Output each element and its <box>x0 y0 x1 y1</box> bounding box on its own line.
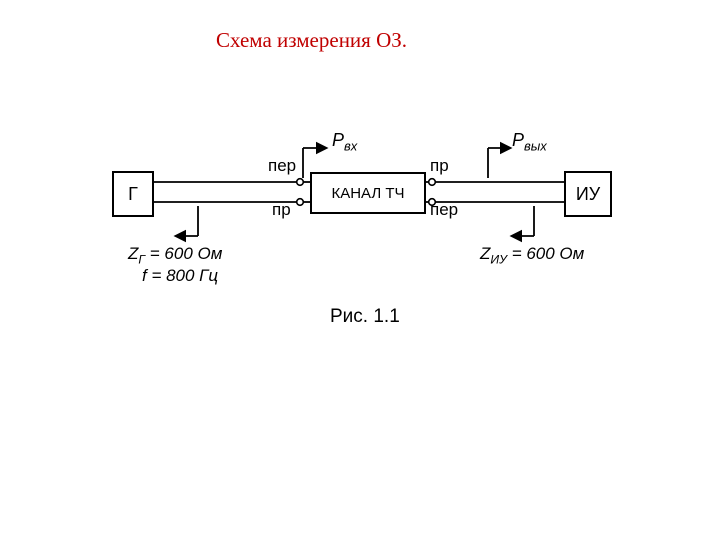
figure-caption: Рис. 1.1 <box>330 306 400 328</box>
channel-block: КАНАЛ ТЧ <box>310 172 426 214</box>
port-label-pr-left: пр <box>272 200 291 220</box>
diagram-title: Схема измерения ОЗ. <box>216 28 407 53</box>
p-in-label: Pвх <box>332 130 357 154</box>
p-out-label: Pвых <box>512 130 547 154</box>
generator-label: Г <box>128 184 138 205</box>
port-label-pr-right: пр <box>430 156 449 176</box>
z-generator-label: ZГ = 600 Ом <box>128 244 222 266</box>
channel-label: КАНАЛ ТЧ <box>331 185 404 202</box>
generator-block: Г <box>112 171 154 217</box>
z-meter-label: ZИУ = 600 Ом <box>480 244 584 266</box>
meter-block: ИУ <box>564 171 612 217</box>
port-label-per-right: пер <box>430 200 458 220</box>
diagram-svg <box>0 0 720 540</box>
meter-label: ИУ <box>576 184 600 205</box>
freq-label: f = 800 Гц <box>142 266 218 286</box>
port-label-per-left: пер <box>268 156 296 176</box>
